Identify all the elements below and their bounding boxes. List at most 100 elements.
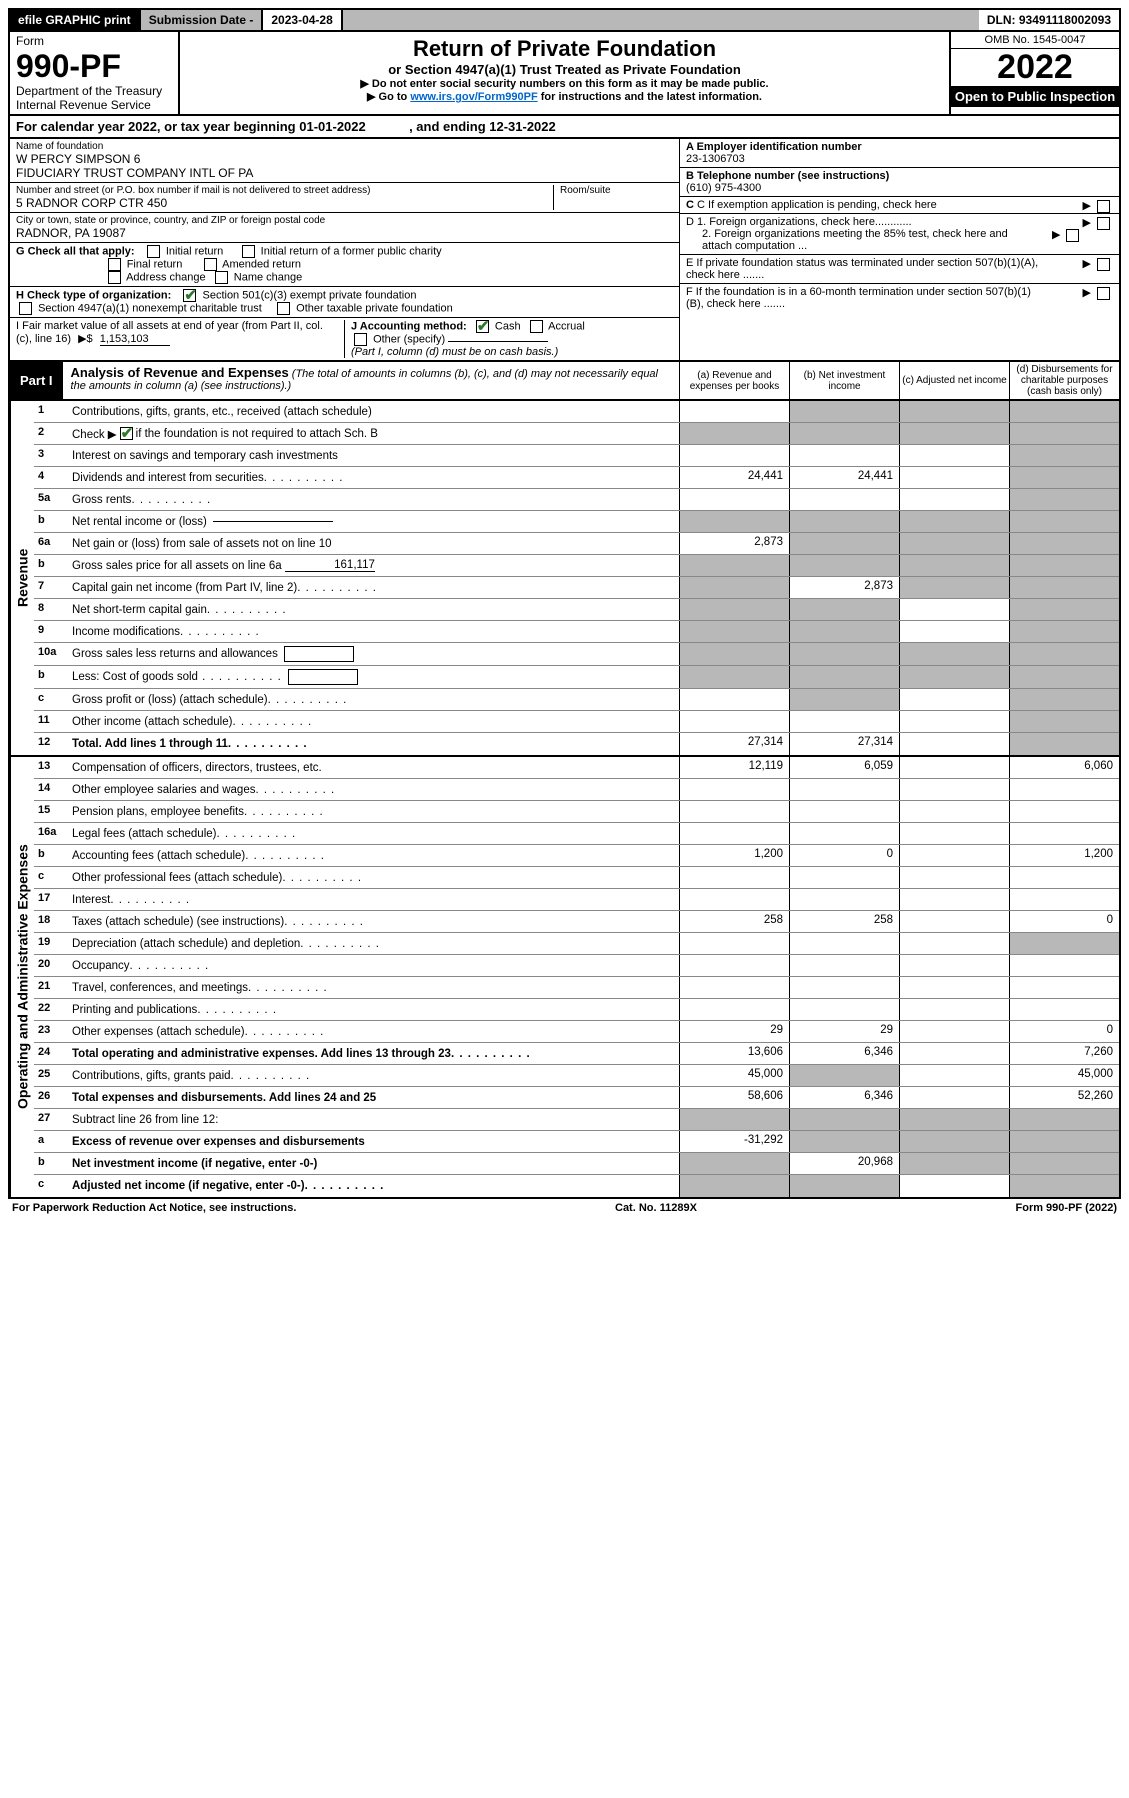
row-18: 18Taxes (attach schedule) (see instructi…: [34, 911, 1119, 933]
e-label: E If private foundation status was termi…: [686, 257, 1046, 281]
j-label: J Accounting method:: [351, 320, 467, 332]
form-title: Return of Private Foundation: [190, 36, 939, 62]
form-left: Form 990-PF Department of the Treasury I…: [10, 32, 180, 114]
row-10c: cGross profit or (loss) (attach schedule…: [34, 689, 1119, 711]
city-value: RADNOR, PA 19087: [16, 226, 673, 240]
footer-mid: Cat. No. 11289X: [615, 1202, 697, 1214]
info-grid: Name of foundation W PERCY SIMPSON 6 FID…: [8, 139, 1121, 362]
g-opt2: Address change: [126, 271, 206, 283]
c-checkbox[interactable]: [1097, 200, 1110, 213]
row-6b: bGross sales price for all assets on lin…: [34, 555, 1119, 577]
g-initial-return-checkbox[interactable]: [147, 245, 160, 258]
row-17: 17Interest: [34, 889, 1119, 911]
footer-right: Form 990-PF (2022): [1016, 1202, 1117, 1214]
row-8: 8Net short-term capital gain: [34, 599, 1119, 621]
form990pf-link[interactable]: www.irs.gov/Form990PF: [410, 91, 537, 103]
row-22: 22Printing and publications: [34, 999, 1119, 1021]
omb-number: OMB No. 1545-0047: [951, 32, 1119, 49]
part1-label: Part I: [10, 362, 63, 399]
header-bar: efile GRAPHIC print Submission Date - 20…: [8, 8, 1121, 32]
d2-checkbox[interactable]: [1066, 229, 1079, 242]
d1-checkbox[interactable]: [1097, 217, 1110, 230]
form-note1: ▶ Do not enter social security numbers o…: [190, 77, 939, 90]
footer: For Paperwork Reduction Act Notice, see …: [8, 1199, 1121, 1217]
form-number: 990-PF: [16, 50, 172, 82]
g-name-change-checkbox[interactable]: [215, 271, 228, 284]
g-opt1: Final return: [127, 258, 183, 270]
j-section: J Accounting method: Cash Accrual Other …: [344, 320, 673, 358]
calendar-year-row: For calendar year 2022, or tax year begi…: [8, 116, 1121, 139]
h-opt1: Section 501(c)(3) exempt private foundat…: [202, 289, 416, 301]
schb-checkbox[interactable]: [120, 427, 133, 440]
row-4: 4Dividends and interest from securities2…: [34, 467, 1119, 489]
addr-label: Number and street (or P.O. box number if…: [16, 185, 553, 196]
g-opt4: Amended return: [222, 258, 301, 270]
part1-cols: (a) Revenue and expenses per books (b) N…: [679, 362, 1119, 399]
row-27b: bNet investment income (if negative, ent…: [34, 1153, 1119, 1175]
part1-desc: Analysis of Revenue and Expenses (The to…: [63, 362, 679, 399]
a-cell: A Employer identification number 23-1306…: [680, 139, 1119, 168]
f-label: F If the foundation is in a 60-month ter…: [686, 286, 1046, 310]
cal-pre: For calendar year 2022, or tax year begi…: [16, 119, 299, 134]
j-cash-checkbox[interactable]: [476, 320, 489, 333]
row-21: 21Travel, conferences, and meetings: [34, 977, 1119, 999]
h-501c3-checkbox[interactable]: [183, 289, 196, 302]
info-left: Name of foundation W PERCY SIMPSON 6 FID…: [10, 139, 679, 360]
d1-label: D 1. Foreign organizations, check here..…: [686, 216, 912, 228]
city-label: City or town, state or province, country…: [16, 215, 673, 226]
j-other-line: [448, 341, 548, 342]
row-6a: 6aNet gain or (loss) from sale of assets…: [34, 533, 1119, 555]
g-opt0: Initial return: [166, 245, 223, 257]
f-checkbox[interactable]: [1097, 287, 1110, 300]
d-cell: D 1. Foreign organizations, check here..…: [680, 214, 1119, 255]
footer-left: For Paperwork Reduction Act Notice, see …: [12, 1202, 296, 1214]
j-accrual-checkbox[interactable]: [530, 320, 543, 333]
j-other-checkbox[interactable]: [354, 333, 367, 346]
e-checkbox[interactable]: [1097, 258, 1110, 271]
row-24: 24Total operating and administrative exp…: [34, 1043, 1119, 1065]
dln-value: DLN: 93491118002093: [979, 10, 1119, 30]
i-value: 1,153,103: [100, 333, 170, 346]
address-cell: Number and street (or P.O. box number if…: [10, 183, 679, 213]
e-cell: E If private foundation status was termi…: [680, 255, 1119, 284]
row-27c: cAdjusted net income (if negative, enter…: [34, 1175, 1119, 1197]
form-center: Return of Private Foundation or Section …: [180, 32, 949, 114]
row-9: 9Income modifications: [34, 621, 1119, 643]
row-16b: bAccounting fees (attach schedule)1,2000…: [34, 845, 1119, 867]
g-amended-checkbox[interactable]: [204, 258, 217, 271]
col-d-header: (d) Disbursements for charitable purpose…: [1009, 362, 1119, 399]
note2-post: for instructions and the latest informat…: [538, 91, 762, 103]
revenue-grid: Revenue 1Contributions, gifts, grants, e…: [8, 401, 1121, 757]
row-15: 15Pension plans, employee benefits: [34, 801, 1119, 823]
row-2: 2Check ▶ if the foundation is not requir…: [34, 423, 1119, 445]
dept-line2: Internal Revenue Service: [16, 98, 172, 112]
g-section: G Check all that apply: Initial return I…: [10, 243, 679, 287]
row-11: 11Other income (attach schedule): [34, 711, 1119, 733]
g-address-change-checkbox[interactable]: [108, 271, 121, 284]
part1-title: Analysis of Revenue and Expenses: [71, 365, 289, 380]
h-section: H Check type of organization: Section 50…: [10, 287, 679, 318]
g-opt3: Initial return of a former public charit…: [261, 245, 442, 257]
open-inspection: Open to Public Inspection: [951, 86, 1119, 107]
a-label: A Employer identification number: [686, 141, 862, 153]
cal-begin: 01-01-2022: [299, 119, 366, 134]
cal-mid: , and ending: [409, 119, 489, 134]
g-initial-former-checkbox[interactable]: [242, 245, 255, 258]
j-accrual: Accrual: [548, 320, 585, 332]
col-b-header: (b) Net investment income: [789, 362, 899, 399]
row-27: 27Subtract line 26 from line 12:: [34, 1109, 1119, 1131]
revenue-sidelabel: Revenue: [10, 401, 34, 755]
g-final-return-checkbox[interactable]: [108, 258, 121, 271]
j-note: (Part I, column (d) must be on cash basi…: [351, 346, 558, 358]
efile-label: efile GRAPHIC print: [10, 10, 141, 30]
form-subtitle: or Section 4947(a)(1) Trust Treated as P…: [190, 62, 939, 77]
name-label: Name of foundation: [16, 141, 673, 152]
h-4947-checkbox[interactable]: [19, 302, 32, 315]
room-label: Room/suite: [560, 185, 673, 196]
col-c-header: (c) Adjusted net income: [899, 362, 1009, 399]
expenses-grid: Operating and Administrative Expenses 13…: [8, 757, 1121, 1199]
f-cell: F If the foundation is in a 60-month ter…: [680, 284, 1119, 312]
h-other-checkbox[interactable]: [277, 302, 290, 315]
j-other: Other (specify): [373, 333, 445, 345]
submission-date-value: 2023-04-28: [263, 10, 342, 30]
